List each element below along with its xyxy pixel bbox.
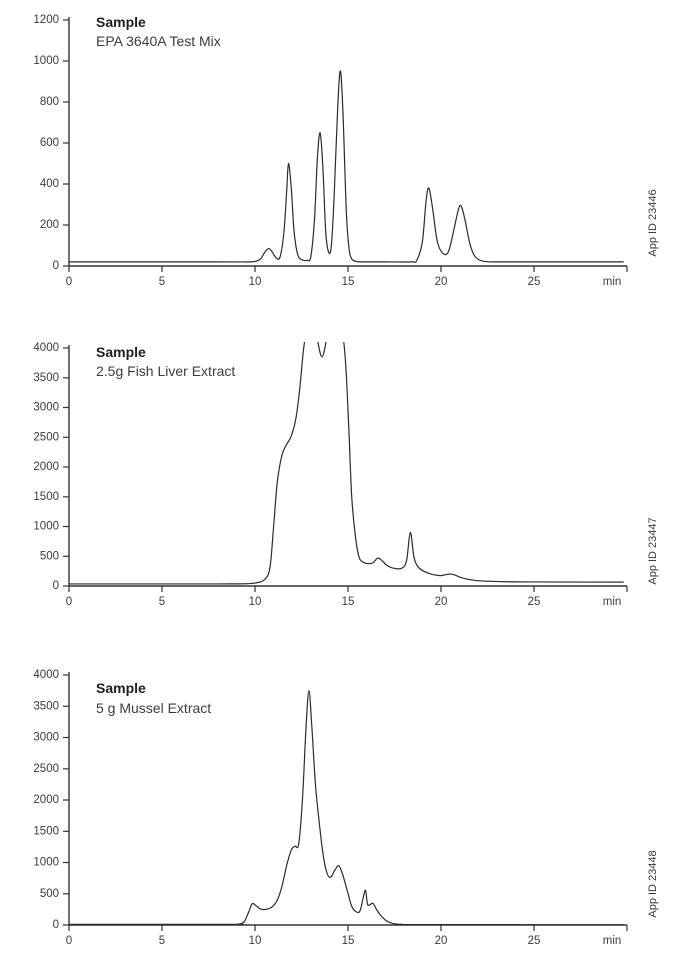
chromatogram-panel-fish-liver: 0 500 1000 1500 2000 2500 3000 3500 4000 0 5 10 15 20… — [0, 329, 677, 657]
x-tick-label: 15 — [342, 935, 355, 947]
y-tick-label: 500 — [40, 550, 59, 562]
sample-name: 5 g Mussel Extract — [96, 700, 212, 716]
y-tick-label: 400 — [40, 178, 59, 190]
x-tick-label: 10 — [249, 596, 262, 608]
y-tick-label: 0 — [53, 260, 59, 272]
chromatogram-plot: 0 500 1000 1500 2000 2500 3000 3500 4000 0 5 10 15 20… — [33, 669, 628, 947]
y-tick-label: 1200 — [33, 14, 59, 26]
y-tick-label: 600 — [40, 137, 59, 149]
chromatogram-plot: 0 200 400 600 800 1000 1200 0 5 10 15 20 25 min — [33, 14, 628, 288]
y-tick-label: 4000 — [33, 669, 59, 681]
y-tick-label: 3500 — [33, 700, 59, 712]
x-tick-label: 15 — [342, 596, 355, 608]
signal-trace — [69, 342, 624, 585]
sample-label: Sample — [96, 680, 146, 696]
y-tick-label: 800 — [40, 96, 59, 108]
y-tick-label: 2000 — [33, 461, 59, 473]
x-tick-label: 25 — [528, 596, 541, 608]
chromatogram-panel-epa-test-mix: 0 200 400 600 800 1000 1200 0 5 10 15 20 25 min Sampl… — [0, 0, 677, 329]
y-tick-label: 0 — [53, 919, 59, 931]
x-tick-label: 5 — [159, 935, 165, 947]
x-tick-label: 20 — [435, 935, 448, 947]
app-id-label: App ID 23447 — [647, 517, 659, 585]
x-unit-label: min — [603, 276, 622, 288]
x-unit-label: min — [603, 935, 622, 947]
chromatogram-plot: 0 500 1000 1500 2000 2500 3000 3500 4000 0 5 10 15 20… — [33, 342, 628, 608]
x-tick-label: 0 — [66, 935, 72, 947]
x-unit-label: min — [603, 596, 622, 608]
x-tick-label: 10 — [249, 935, 262, 947]
sample-name: 2.5g Fish Liver Extract — [96, 363, 236, 379]
y-tick-label: 500 — [40, 888, 59, 900]
x-tick-label: 25 — [528, 935, 541, 947]
y-tick-label: 1000 — [33, 521, 59, 533]
x-tick-label: 0 — [66, 596, 72, 608]
x-tick-label: 5 — [159, 276, 165, 288]
y-tick-label: 2500 — [33, 431, 59, 443]
y-tick-label: 3000 — [33, 732, 59, 744]
y-tick-label: 1000 — [33, 55, 59, 67]
app-id-label: App ID 23448 — [647, 850, 659, 918]
signal-trace — [69, 70, 624, 263]
y-tick-label: 1000 — [33, 857, 59, 869]
sample-label: Sample — [96, 344, 146, 360]
app-id-label: App ID 23446 — [647, 189, 659, 257]
y-tick-label: 2000 — [33, 794, 59, 806]
y-tick-label: 1500 — [33, 825, 59, 837]
y-tick-label: 4000 — [33, 342, 59, 354]
chromatogram-panel-mussel: 0 500 1000 1500 2000 2500 3000 3500 4000 0 5 10 15 20… — [0, 657, 677, 976]
x-tick-label: 20 — [435, 596, 448, 608]
y-tick-label: 2500 — [33, 763, 59, 775]
y-tick-label: 200 — [40, 219, 59, 231]
y-tick-label: 1500 — [33, 491, 59, 503]
x-tick-label: 0 — [66, 276, 72, 288]
x-tick-label: 25 — [528, 276, 541, 288]
signal-trace — [69, 690, 624, 925]
y-tick-label: 0 — [53, 580, 59, 592]
y-tick-label: 3500 — [33, 372, 59, 384]
x-tick-label: 15 — [342, 276, 355, 288]
x-tick-label: 20 — [435, 276, 448, 288]
sample-name: EPA 3640A Test Mix — [96, 33, 221, 49]
sample-label: Sample — [96, 14, 146, 30]
y-tick-label: 3000 — [33, 402, 59, 414]
x-tick-label: 10 — [249, 276, 262, 288]
x-tick-label: 5 — [159, 596, 165, 608]
